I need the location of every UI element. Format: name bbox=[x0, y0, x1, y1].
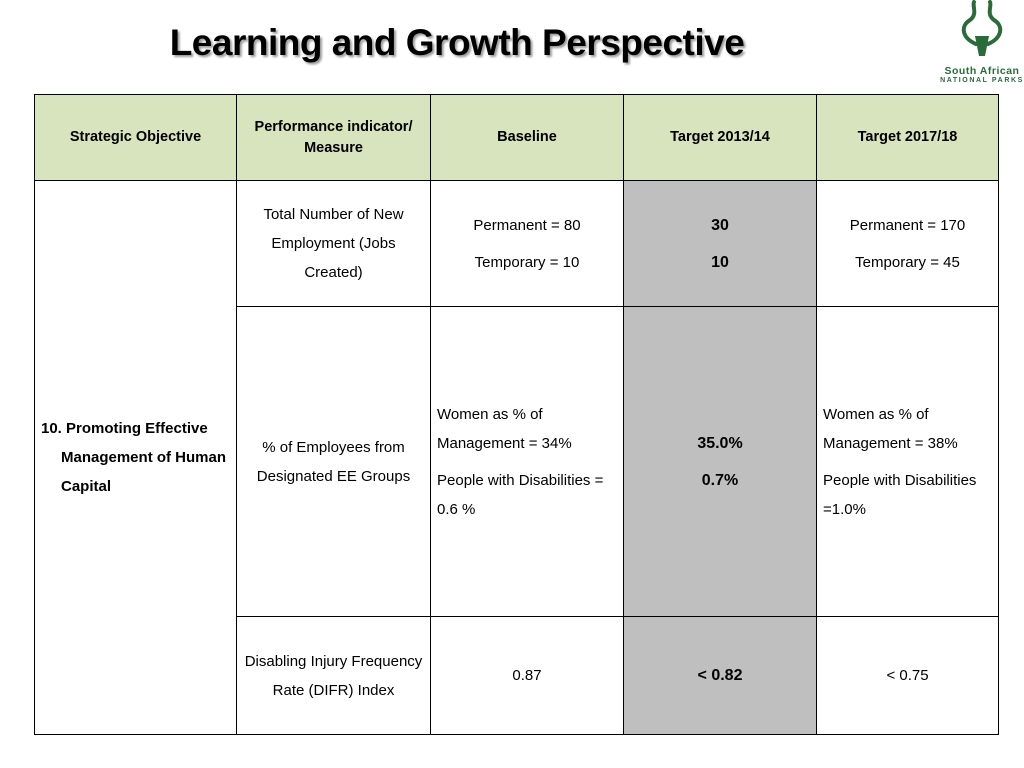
table-row: % of Employees from Designated EE Groups… bbox=[35, 306, 999, 617]
baseline-cell: Permanent = 80 Temporary = 10 bbox=[430, 180, 624, 307]
cell-text: People with Disabilities =1.0% bbox=[823, 471, 977, 518]
cell-text: Women as % of Management = 38% bbox=[823, 405, 958, 452]
baseline-cell: 0.87 bbox=[430, 616, 624, 735]
objective-text: 10. Promoting Effective Management of Hu… bbox=[41, 420, 227, 495]
target-2017-cell: Permanent = 170 Temporary = 45 bbox=[816, 180, 999, 307]
cell-text: People with Disabilities = 0.6 % bbox=[437, 471, 604, 518]
table-row: Disabling Injury Frequency Rate (DIFR) I… bbox=[35, 616, 999, 735]
cell-text: 0.7% bbox=[701, 471, 739, 489]
cell-text: Temporary = 45 bbox=[855, 253, 960, 271]
column-header: Strategic Objective bbox=[34, 94, 237, 181]
cell-text: 10 bbox=[711, 253, 729, 271]
indicator-cell: Disabling Injury Frequency Rate (DIFR) I… bbox=[236, 616, 431, 735]
slide-title: Learning and Growth Perspective bbox=[169, 22, 745, 63]
target-2013-cell: 35.0% 0.7% bbox=[623, 306, 817, 617]
cell-text: 35.0% bbox=[697, 434, 743, 452]
indicator-cell: Total Number of New Employment (Jobs Cre… bbox=[236, 180, 431, 307]
table-row: 10. Promoting Effective Management of Hu… bbox=[34, 180, 999, 735]
cell-text: < 0.75 bbox=[886, 667, 929, 684]
cell-text: Women as % of Management = 34% bbox=[437, 405, 572, 452]
column-header: Target 2013/14 bbox=[623, 94, 817, 181]
logo-subtext: NATIONAL PARKS bbox=[940, 77, 1024, 84]
cell-text: Permanent = 80 bbox=[473, 216, 581, 234]
cell-text: 0.87 bbox=[512, 667, 542, 684]
objective-cell: 10. Promoting Effective Management of Hu… bbox=[34, 180, 237, 735]
column-header: Baseline bbox=[430, 94, 624, 181]
cell-text: 30 bbox=[711, 216, 729, 234]
cell-text: Permanent = 170 bbox=[849, 216, 966, 234]
header-row: Strategic Objective Performance indicator… bbox=[34, 94, 999, 181]
target-2017-cell: Women as % of Management = 38% People wit… bbox=[816, 306, 999, 617]
logo: South African NATIONAL PARKS bbox=[940, 0, 1024, 92]
column-header: Performance indicator/ Measure bbox=[236, 94, 431, 181]
table: Strategic Objective Performance indicator… bbox=[34, 94, 999, 735]
cell-text: Temporary = 10 bbox=[474, 253, 580, 271]
indicator-cell: % of Employees from Designated EE Groups bbox=[236, 306, 431, 617]
target-2013-cell: 30 10 bbox=[623, 180, 817, 307]
target-2013-cell: < 0.82 bbox=[623, 616, 817, 735]
logo-text: South African bbox=[944, 65, 1020, 77]
logo-icon bbox=[961, 0, 1003, 56]
baseline-cell: Women as % of Management = 34% People wit… bbox=[430, 306, 624, 617]
column-header: Target 2017/18 bbox=[816, 94, 999, 181]
target-2017-cell: < 0.75 bbox=[816, 616, 999, 735]
cell-text: < 0.82 bbox=[697, 667, 743, 684]
